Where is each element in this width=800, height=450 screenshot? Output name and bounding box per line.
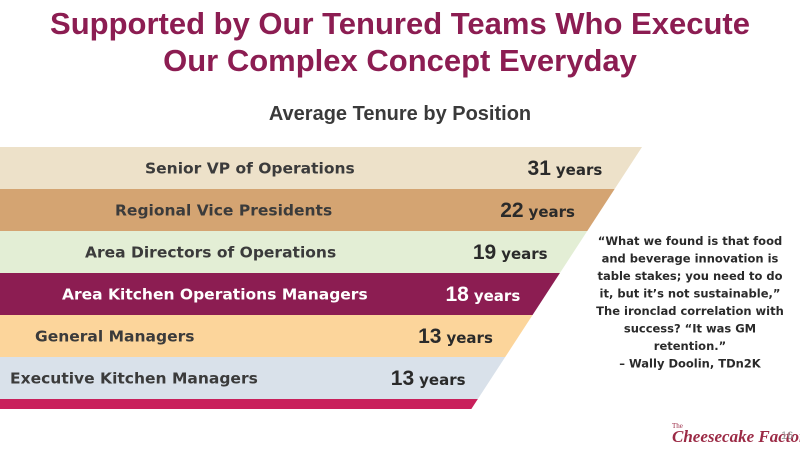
tenure-number: 18 (445, 283, 469, 306)
quote-line: and beverage innovation is (602, 252, 779, 266)
tenure-value: 13 years (418, 325, 493, 348)
quote-line: “What we found is that food (598, 234, 782, 248)
band (0, 357, 506, 399)
position-label: Executive Kitchen Managers (10, 370, 258, 388)
position-label: Regional Vice Presidents (115, 202, 332, 220)
tenure-unit: years (446, 329, 492, 347)
tenure-unit: years (556, 161, 602, 179)
tenure-number: 31 (528, 157, 552, 180)
position-label: General Managers (35, 328, 194, 346)
tenure-number: 19 (473, 241, 496, 264)
quote-line: – Wally Doolin, TDn2K (619, 357, 762, 371)
position-label: Area Directors of Operations (85, 244, 336, 262)
tenure-value: 22 years (500, 199, 575, 222)
tenure-unit: years (419, 371, 465, 389)
tenure-unit: years (474, 287, 520, 305)
position-label: Senior VP of Operations (145, 160, 355, 178)
quote-line: retention.” (654, 339, 726, 353)
title-line: Our Complex Concept Everyday (163, 43, 638, 78)
tenure-value: 18 years (445, 283, 520, 306)
position-label: Area Kitchen Operations Managers (62, 286, 368, 304)
quote-line: The ironclad correlation with (596, 304, 784, 318)
tenure-unit: years (529, 203, 575, 221)
band (0, 273, 560, 315)
page-number: 16 (781, 430, 793, 442)
quote-line: table stakes; you need to do (597, 269, 782, 283)
tenure-value: 19 years (473, 241, 548, 264)
tenure-value: 13 years (391, 367, 466, 390)
quote: “What we found is that food and beverage … (596, 234, 784, 371)
tenure-number: 13 (418, 325, 441, 348)
band (0, 231, 588, 273)
quote-line: it, but it’s not sustainable,” (600, 287, 781, 301)
subtitle: Average Tenure by Position (269, 103, 531, 125)
title-line: Supported by Our Tenured Teams Who Execu… (50, 6, 750, 41)
accent-strip (0, 399, 478, 409)
logo: Cheesecake Factory (672, 427, 800, 446)
tenure-number: 13 (391, 367, 414, 390)
logo-prefix: The (672, 422, 683, 430)
tenure-unit: years (501, 245, 547, 263)
quote-line: success? “It was GM (624, 322, 756, 336)
band (0, 189, 615, 231)
band (0, 315, 533, 357)
tenure-number: 22 (500, 199, 523, 222)
tenure-value: 31 years (528, 157, 603, 180)
band (0, 147, 642, 189)
